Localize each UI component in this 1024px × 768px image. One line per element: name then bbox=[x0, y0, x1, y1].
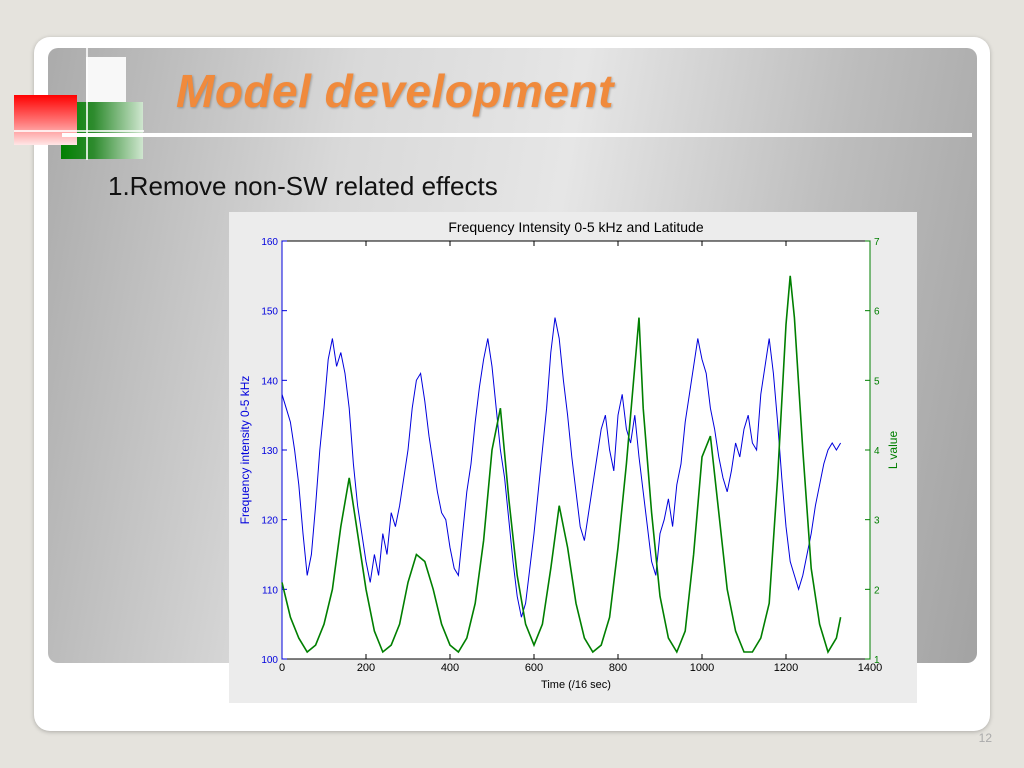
chart-figure: 0 200 400 600 800 1000 1200 1400 100 110 120 130 140… bbox=[229, 212, 917, 703]
x-tick-label: 400 bbox=[441, 662, 459, 674]
page-number: 12 bbox=[978, 731, 992, 745]
y2-tick-label: 4 bbox=[874, 446, 880, 457]
deco-horizontal-line bbox=[14, 130, 144, 132]
deco-white-block bbox=[86, 57, 126, 102]
x-tick-label: 0 bbox=[279, 662, 285, 674]
x-tick-label: 600 bbox=[525, 662, 543, 674]
slide-title: Model development bbox=[176, 65, 614, 117]
y2-tick-label: 5 bbox=[874, 376, 880, 387]
x-tick-label: 200 bbox=[357, 662, 375, 674]
x-tick-label: 1200 bbox=[774, 662, 798, 674]
x-axis-label: Time (/16 sec) bbox=[541, 679, 611, 691]
deco-red-block bbox=[14, 95, 77, 145]
x-tick-label: 1000 bbox=[690, 662, 714, 674]
y-tick-label: 160 bbox=[261, 237, 278, 248]
l-value-series-line bbox=[281, 275, 842, 654]
chart-title: Frequency Intensity 0-5 kHz and Latitude bbox=[448, 219, 703, 235]
y2-tick-label: 2 bbox=[874, 585, 880, 596]
y-tick-label: 130 bbox=[261, 446, 278, 457]
y2-tick-label: 7 bbox=[874, 237, 880, 248]
y-tick-label: 120 bbox=[261, 516, 278, 527]
bullet-text: 1.Remove non-SW related effects bbox=[108, 171, 498, 201]
x-tick-label: 800 bbox=[609, 662, 627, 674]
frequency-latitude-chart: 0 200 400 600 800 1000 1200 1400 100 110 120 130 140… bbox=[238, 219, 900, 691]
y2-axis-label: L value bbox=[886, 431, 900, 470]
frequency-series-line bbox=[281, 317, 842, 618]
y-axis-label: Frequency intensity 0-5 kHz bbox=[238, 376, 252, 525]
x-tick-label: 1400 bbox=[858, 662, 882, 674]
y-tick-label: 150 bbox=[261, 307, 278, 318]
y-tick-label: 100 bbox=[261, 655, 278, 666]
plot-area bbox=[281, 240, 871, 660]
y2-tick-label: 1 bbox=[874, 655, 880, 666]
deco-vertical-line bbox=[86, 46, 88, 160]
y2-tick-label: 3 bbox=[874, 516, 880, 527]
y-tick-label: 110 bbox=[262, 585, 278, 596]
y-tick-label: 140 bbox=[261, 376, 278, 387]
title-underline bbox=[62, 133, 972, 137]
y2-tick-label: 6 bbox=[874, 307, 880, 318]
